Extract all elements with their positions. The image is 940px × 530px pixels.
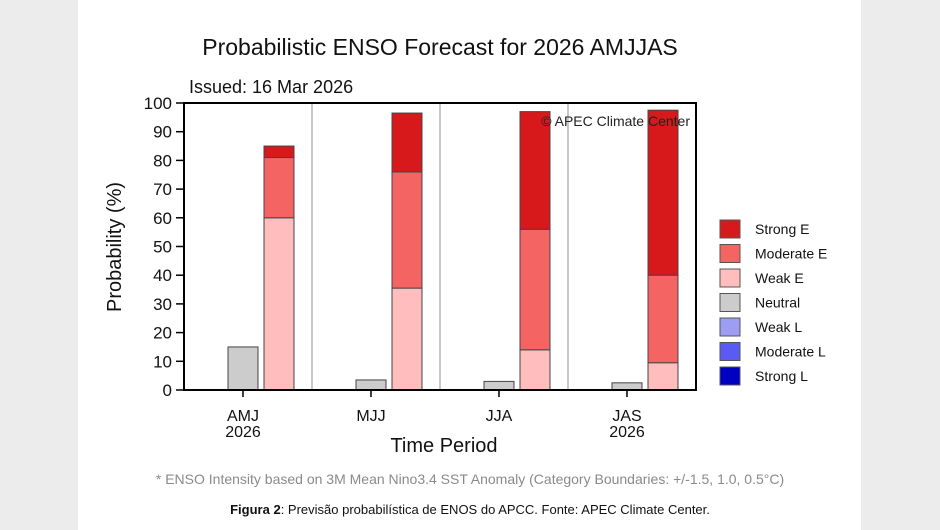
y-tick-label: 80	[153, 151, 172, 170]
legend-label: Weak L	[755, 319, 802, 335]
caption-text: : Previsão probabilística de ENOS do APC…	[280, 502, 710, 517]
bar-neutral	[227, 346, 259, 391]
legend-label: Strong E	[755, 221, 809, 237]
legend-swatch-moderate-e	[719, 244, 741, 263]
bar-segment-moderate-e	[391, 171, 423, 289]
x-tick-label: JAS	[612, 408, 641, 425]
figure-caption: Figura 2: Previsão probabilística de ENO…	[0, 502, 940, 517]
bar-neutral	[483, 380, 515, 391]
legend-swatch-strong-l	[719, 366, 741, 386]
bar-segment-strong-e	[519, 111, 551, 230]
y-tick-label: 60	[153, 209, 172, 228]
y-tick-label: 30	[153, 295, 172, 314]
legend-swatch-weak-l	[719, 317, 741, 337]
legend-label: Neutral	[755, 295, 800, 311]
legend-swatch-neutral	[719, 293, 741, 312]
watermark: © APEC Climate Center	[541, 113, 690, 129]
legend-swatch-strong-e	[719, 219, 741, 239]
page-panel	[78, 0, 861, 530]
chart-title: Probabilistic ENSO Forecast for 2026 AMJ…	[202, 34, 678, 60]
legend-label: Weak E	[755, 270, 804, 286]
legend-label: Moderate E	[755, 246, 827, 262]
bar-segment-weak-e	[519, 349, 551, 391]
y-tick-label: 20	[153, 324, 172, 343]
bar-neutral	[611, 382, 643, 391]
y-tick-label: 10	[153, 352, 172, 371]
bar-segment-weak-e	[391, 287, 423, 391]
bar-segment-weak-e	[263, 217, 295, 391]
bar-segment-moderate-e	[263, 157, 295, 219]
caption-label: Figura 2	[230, 502, 281, 517]
bar-neutral	[355, 379, 387, 391]
y-tick-label: 90	[153, 123, 172, 142]
bar-segment-moderate-e	[519, 228, 551, 351]
y-tick-label: 50	[153, 238, 172, 257]
legend-label: Strong L	[755, 368, 808, 384]
y-tick-label: 0	[163, 381, 172, 400]
x-tick-label: AMJ	[227, 408, 259, 425]
y-axis-label: Probability (%)	[104, 182, 126, 312]
chart-subtitle: Issued: 16 Mar 2026	[189, 77, 353, 97]
x-tick-sublabel: 2026	[225, 424, 261, 441]
x-tick-label: MJJ	[356, 408, 385, 425]
legend-swatch-moderate-l	[719, 342, 741, 361]
footnote: * ENSO Intensity based on 3M Mean Nino3.…	[155, 471, 785, 487]
bar-segment-strong-e	[647, 109, 679, 276]
legend-swatch-weak-e	[719, 268, 741, 288]
bar-segment-weak-e	[647, 362, 679, 391]
y-tick-label: 40	[153, 266, 172, 285]
x-axis-label: Time Period	[390, 435, 497, 457]
y-tick-label: 100	[144, 94, 172, 113]
y-tick-label: 70	[153, 180, 172, 199]
bar-segment-moderate-e	[647, 274, 679, 364]
x-tick-sublabel: 2026	[609, 424, 645, 441]
bar-segment-strong-e	[263, 145, 295, 159]
bar-segment-strong-e	[391, 112, 423, 173]
legend-label: Moderate L	[755, 344, 826, 360]
enso-forecast-chart: Probabilistic ENSO Forecast for 2026 AMJ…	[104, 34, 827, 457]
x-tick-label: JJA	[486, 408, 513, 425]
